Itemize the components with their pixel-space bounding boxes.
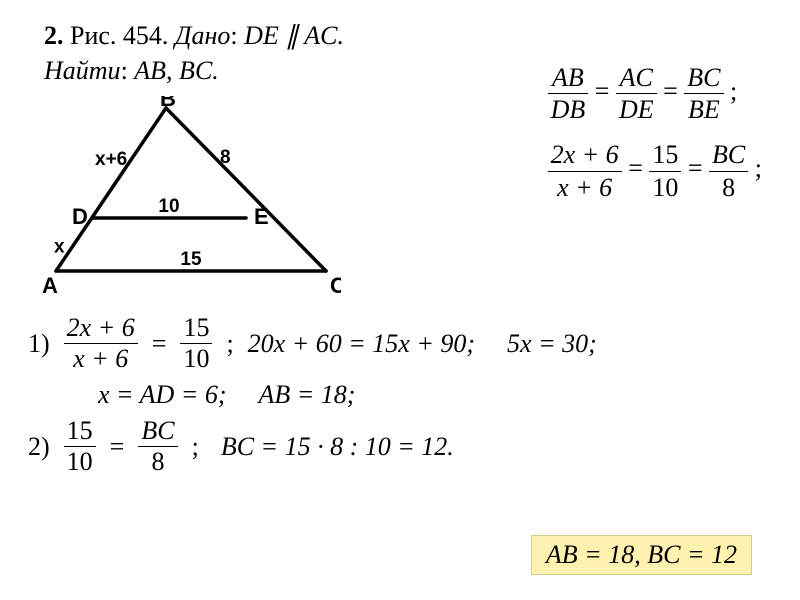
ab-result: AB = 18;: [258, 380, 355, 410]
step-1-expand: 20x + 60 = 15x + 90;: [248, 329, 475, 359]
find-label: Найти: [44, 56, 121, 85]
answer-box: AB = 18, BC = 12: [531, 535, 752, 575]
svg-text:x: x: [54, 237, 65, 258]
given-text: DE ∥ AC.: [244, 21, 344, 50]
step-1-number: 1): [28, 329, 50, 359]
step-1-simplify: 5x = 30;: [507, 329, 597, 359]
svg-text:A: A: [42, 273, 58, 296]
solution-steps: 1) 2x + 6x + 6 = 1510 ; 20x + 60 = 15x +…: [28, 313, 772, 477]
svg-text:E: E: [254, 204, 269, 229]
svg-text:8: 8: [220, 147, 231, 168]
ratio-line-2: 2x + 6x + 6 = 1510 = BC8 ;: [548, 139, 762, 202]
svg-text:B: B: [160, 96, 176, 111]
step-1: 1) 2x + 6x + 6 = 1510 ; 20x + 60 = 15x +…: [28, 313, 772, 374]
step-2: 2) 1510 = BC8 ; BC = 15 · 8 : 10 = 12.: [28, 416, 772, 477]
svg-text:10: 10: [158, 196, 179, 217]
fig-label: Рис. 454.: [70, 21, 168, 50]
x-result: x = AD = 6;: [98, 380, 226, 410]
find-text: AB, BC.: [134, 56, 219, 85]
ratio-block: ABDB = ACDE = BCBE ; 2x + 6x + 6 = 1510 …: [548, 62, 762, 203]
svg-text:15: 15: [180, 249, 202, 270]
bc-result: BC = 15 · 8 : 10 = 12.: [221, 432, 454, 462]
svg-text:C: C: [330, 273, 341, 296]
svg-text:x+6: x+6: [95, 149, 127, 170]
given-label: Дано: [175, 21, 230, 50]
step-1b: x = AD = 6; AB = 18;: [98, 380, 772, 410]
problem-number: 2.: [44, 21, 64, 50]
answer-text: AB = 18, BC = 12: [546, 540, 737, 569]
svg-text:D: D: [72, 204, 88, 229]
ratio-line-1: ABDB = ACDE = BCBE ;: [548, 62, 762, 125]
step-2-number: 2): [28, 432, 50, 462]
